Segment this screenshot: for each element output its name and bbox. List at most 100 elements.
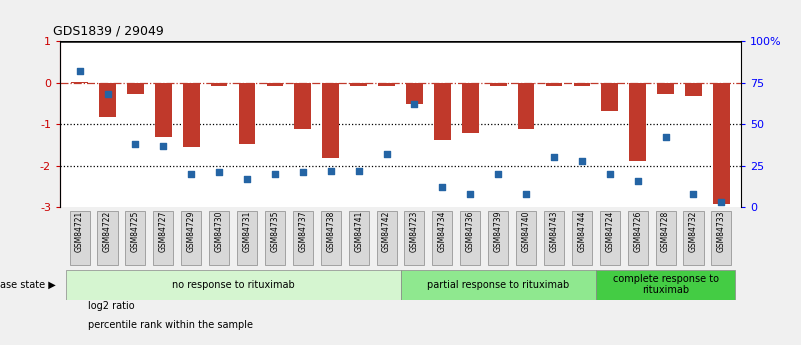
Point xyxy=(436,184,449,190)
Text: GSM84729: GSM84729 xyxy=(187,211,195,252)
Point xyxy=(129,141,142,147)
Bar xyxy=(378,83,395,86)
FancyBboxPatch shape xyxy=(628,211,648,265)
Point xyxy=(687,191,700,197)
Point xyxy=(520,191,533,197)
FancyBboxPatch shape xyxy=(600,211,620,265)
Bar xyxy=(211,83,227,86)
FancyBboxPatch shape xyxy=(516,211,536,265)
FancyBboxPatch shape xyxy=(209,211,229,265)
Text: GSM84727: GSM84727 xyxy=(159,211,168,252)
FancyBboxPatch shape xyxy=(655,211,675,265)
Bar xyxy=(71,82,88,83)
Text: GSM84732: GSM84732 xyxy=(689,211,698,252)
Bar xyxy=(267,83,284,86)
Text: GSM84730: GSM84730 xyxy=(215,211,223,252)
FancyBboxPatch shape xyxy=(376,211,396,265)
Text: GSM84735: GSM84735 xyxy=(271,211,280,252)
FancyBboxPatch shape xyxy=(237,211,257,265)
Bar xyxy=(489,83,506,86)
Text: GSM84741: GSM84741 xyxy=(354,211,363,252)
FancyBboxPatch shape xyxy=(596,270,735,299)
FancyBboxPatch shape xyxy=(683,211,703,265)
Text: GSM84738: GSM84738 xyxy=(326,211,336,252)
Point xyxy=(548,155,561,160)
Point xyxy=(324,168,337,173)
Point xyxy=(575,158,588,164)
Point xyxy=(408,101,421,107)
FancyBboxPatch shape xyxy=(181,211,201,265)
Point xyxy=(380,151,393,157)
Text: GSM84721: GSM84721 xyxy=(75,211,84,252)
Text: GSM84736: GSM84736 xyxy=(465,211,475,252)
Point xyxy=(492,171,505,177)
Bar xyxy=(602,83,618,111)
FancyBboxPatch shape xyxy=(711,211,731,265)
Point xyxy=(631,178,644,183)
Text: GSM84722: GSM84722 xyxy=(103,211,112,252)
Bar xyxy=(239,83,256,144)
FancyBboxPatch shape xyxy=(400,270,596,299)
Text: GSM84725: GSM84725 xyxy=(131,211,140,252)
FancyBboxPatch shape xyxy=(461,211,481,265)
Text: GSM84724: GSM84724 xyxy=(606,211,614,252)
Point xyxy=(240,176,253,181)
Text: GSM84728: GSM84728 xyxy=(661,211,670,252)
Point xyxy=(268,171,281,177)
Text: GSM84740: GSM84740 xyxy=(521,211,530,252)
Point xyxy=(101,92,114,97)
Text: GSM84733: GSM84733 xyxy=(717,211,726,252)
Bar xyxy=(630,83,646,161)
Bar xyxy=(517,83,534,129)
Bar xyxy=(462,83,479,133)
FancyBboxPatch shape xyxy=(320,211,340,265)
Text: GSM84726: GSM84726 xyxy=(633,211,642,252)
Point xyxy=(464,191,477,197)
Bar xyxy=(295,83,312,129)
Text: complete response to
rituximab: complete response to rituximab xyxy=(613,274,718,295)
Point xyxy=(659,135,672,140)
FancyBboxPatch shape xyxy=(405,211,425,265)
Bar xyxy=(574,83,590,86)
Point xyxy=(213,169,226,175)
FancyBboxPatch shape xyxy=(348,211,368,265)
Bar xyxy=(155,83,171,137)
Bar xyxy=(434,83,451,140)
FancyBboxPatch shape xyxy=(265,211,285,265)
FancyBboxPatch shape xyxy=(153,211,173,265)
Text: GDS1839 / 29049: GDS1839 / 29049 xyxy=(53,24,164,38)
Point xyxy=(157,143,170,148)
Point xyxy=(296,169,309,175)
FancyBboxPatch shape xyxy=(126,211,146,265)
Bar xyxy=(127,83,144,95)
Point xyxy=(73,68,86,74)
Point xyxy=(603,171,616,177)
Text: GSM84734: GSM84734 xyxy=(438,211,447,252)
FancyBboxPatch shape xyxy=(544,211,564,265)
Text: GSM84744: GSM84744 xyxy=(578,211,586,252)
FancyBboxPatch shape xyxy=(293,211,313,265)
FancyBboxPatch shape xyxy=(66,270,400,299)
Bar xyxy=(406,83,423,104)
FancyBboxPatch shape xyxy=(488,211,508,265)
FancyBboxPatch shape xyxy=(70,211,90,265)
Bar xyxy=(685,83,702,96)
Text: GSM84723: GSM84723 xyxy=(410,211,419,252)
Text: no response to rituximab: no response to rituximab xyxy=(171,280,295,289)
Bar xyxy=(657,83,674,95)
Bar xyxy=(183,83,199,147)
Text: GSM84742: GSM84742 xyxy=(382,211,391,252)
Text: GSM84737: GSM84737 xyxy=(298,211,308,252)
Text: GSM84743: GSM84743 xyxy=(549,211,558,252)
Text: percentile rank within the sample: percentile rank within the sample xyxy=(88,321,253,330)
Text: log2 ratio: log2 ratio xyxy=(88,302,135,311)
Bar xyxy=(99,83,116,117)
Text: GSM84739: GSM84739 xyxy=(493,211,503,252)
FancyBboxPatch shape xyxy=(433,211,453,265)
Text: disease state ▶: disease state ▶ xyxy=(0,280,56,289)
Bar xyxy=(713,83,730,204)
Point xyxy=(715,199,728,205)
Bar xyxy=(545,83,562,86)
Point xyxy=(185,171,198,177)
Bar xyxy=(322,83,339,158)
